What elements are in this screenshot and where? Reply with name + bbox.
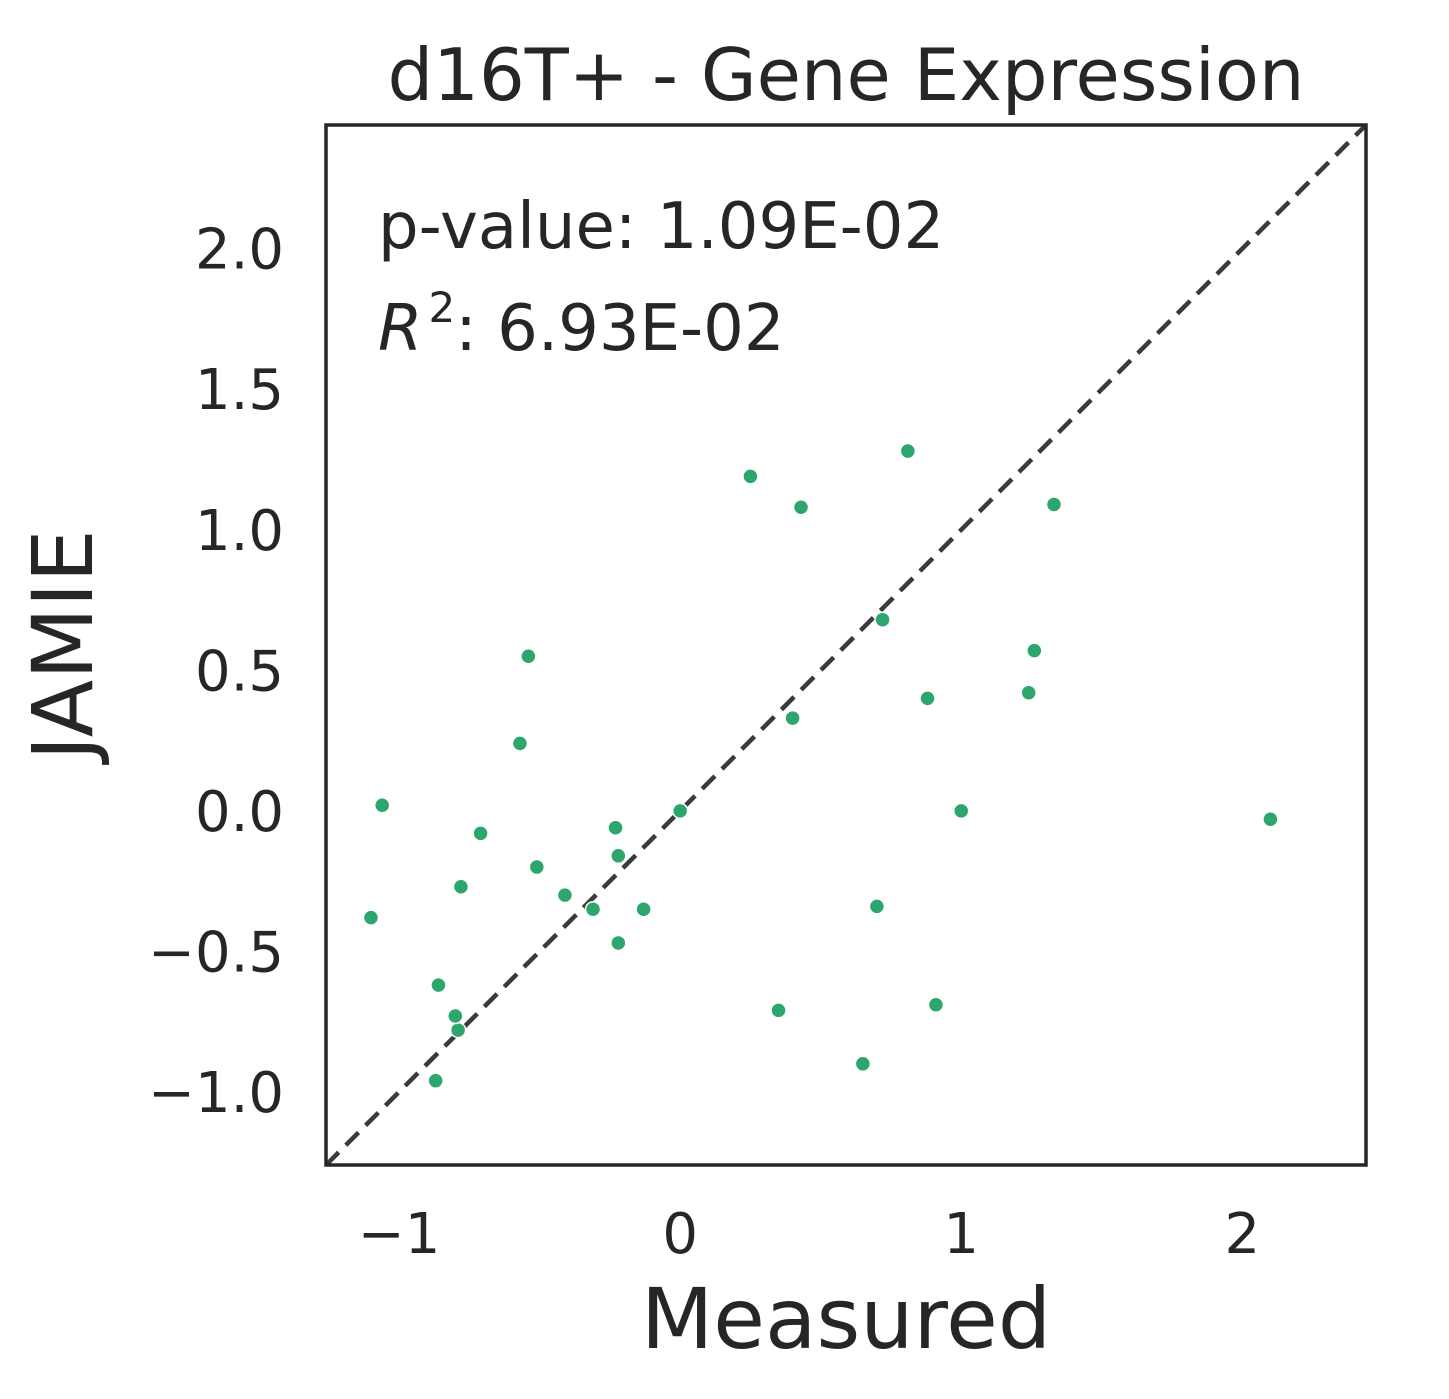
data-point xyxy=(511,735,529,752)
data-point xyxy=(610,847,627,865)
data-point xyxy=(792,499,810,516)
x-tick-label: 1 xyxy=(943,1202,979,1267)
data-point xyxy=(449,1021,467,1039)
data-point xyxy=(362,909,380,926)
data-point xyxy=(528,858,546,876)
x-axis-label: Measured xyxy=(641,1270,1051,1368)
data-point xyxy=(447,1007,464,1025)
x-tick-label: 2 xyxy=(1225,1202,1261,1267)
data-point xyxy=(784,709,801,727)
data-point xyxy=(373,796,391,814)
x-tick-labels: −1 0 1 2 xyxy=(358,1202,1260,1267)
data-point xyxy=(1262,811,1279,828)
data-point xyxy=(472,825,489,842)
data-point xyxy=(430,976,447,994)
x-tick-label: 0 xyxy=(662,1202,698,1267)
data-point xyxy=(1020,684,1037,702)
data-point xyxy=(520,647,537,665)
data-point xyxy=(770,1002,787,1019)
y-tick-label: 2.0 xyxy=(195,218,284,283)
r2-annotation: R 2: 6.93E-02 xyxy=(378,283,785,366)
data-point xyxy=(427,1072,444,1089)
data-point xyxy=(671,802,689,820)
data-point xyxy=(610,934,627,952)
data-point xyxy=(868,898,886,915)
y-tick-label: −1.0 xyxy=(148,1061,284,1126)
identity-line xyxy=(326,125,1366,1165)
r2-exponent: 2 xyxy=(428,283,455,332)
y-tick-label: 1.5 xyxy=(195,358,284,423)
data-point xyxy=(952,802,970,820)
data-point xyxy=(556,886,574,904)
data-point xyxy=(607,819,624,836)
y-tick-labels: −1.0 −0.5 0.0 0.5 1.0 1.5 2.0 xyxy=(148,218,284,1126)
y-tick-label: −0.5 xyxy=(148,920,284,985)
plot-frame xyxy=(324,123,1368,1167)
r2-symbol: R xyxy=(378,292,422,366)
data-point xyxy=(1026,642,1043,659)
data-point xyxy=(919,690,936,707)
x-tick-label: −1 xyxy=(358,1202,441,1267)
data-point xyxy=(854,1055,872,1073)
data-point xyxy=(874,611,891,628)
y-tick-label: 0.5 xyxy=(195,639,284,704)
data-points xyxy=(362,442,1279,1089)
y-tick-label: 1.0 xyxy=(195,499,284,564)
data-point xyxy=(452,878,470,895)
data-point xyxy=(927,996,945,1014)
data-point xyxy=(742,468,759,485)
pvalue-annotation: p-value: 1.09E-02 xyxy=(378,190,944,264)
data-point xyxy=(584,900,602,918)
data-point xyxy=(1045,496,1063,513)
chart-title: d16T+ - Gene Expression xyxy=(387,33,1304,117)
y-axis-label: JAMIE xyxy=(14,529,112,765)
y-tick-label: 0.0 xyxy=(195,780,284,845)
r2-value: : 6.93E-02 xyxy=(455,292,784,366)
data-point xyxy=(899,442,917,460)
data-point xyxy=(635,900,652,918)
